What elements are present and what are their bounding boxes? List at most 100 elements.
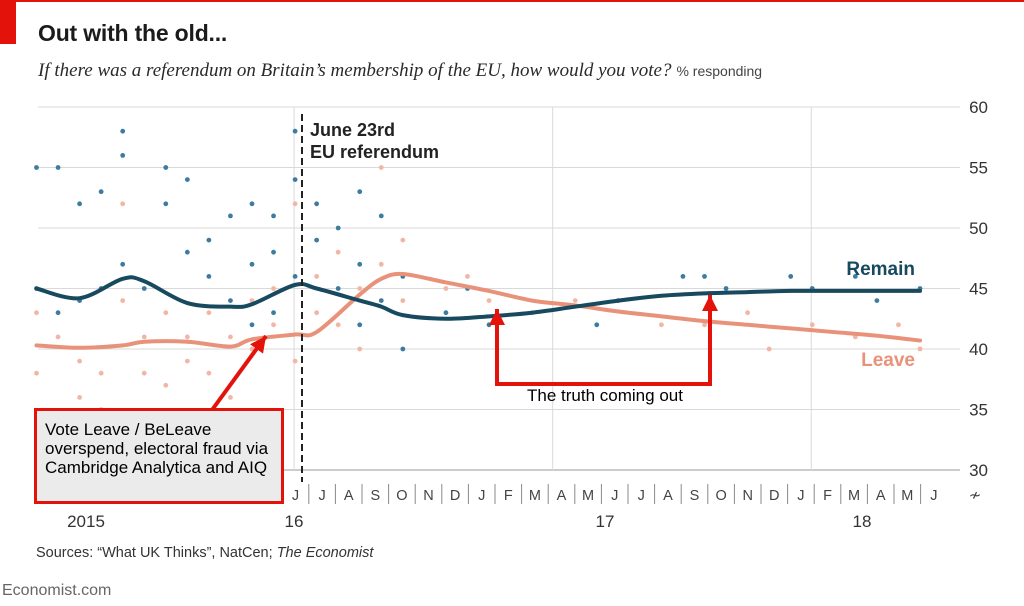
y-tick-label: 40 (969, 340, 988, 359)
remain-poll-dot (34, 165, 39, 170)
remain-poll-dot (206, 274, 212, 279)
leave-poll-dot (184, 334, 190, 340)
leave-poll-dot (357, 286, 363, 291)
x-year-label: 18 (853, 512, 872, 531)
x-month-tick: J (797, 488, 804, 504)
leave-poll-dot (163, 382, 169, 388)
leave-poll-dot (809, 322, 815, 328)
leave-poll-dot (917, 346, 923, 352)
x-month-tick: N (742, 488, 752, 504)
leave-poll-dot (184, 358, 190, 364)
leave-poll-dot (77, 358, 82, 364)
brand-corner-tag (0, 0, 16, 44)
leave-series-label: Leave (861, 350, 915, 371)
leave-trend-line (34, 271, 922, 350)
x-month-tick: A (663, 488, 673, 504)
leave-poll-dot (271, 286, 276, 291)
remain-poll-dot (55, 310, 61, 316)
truth-annotation-label: The truth coming out (527, 386, 683, 405)
x-month-tick: J (930, 488, 937, 504)
y-tick-label: 45 (969, 280, 988, 299)
leave-poll-dot (55, 334, 61, 340)
leave-poll-dot (120, 298, 126, 303)
leave-poll-dot (400, 298, 406, 303)
leave-poll-dot (141, 370, 147, 376)
x-month-tick: F (504, 488, 513, 504)
leave-poll-dot (572, 298, 578, 303)
x-year-label: 16 (285, 512, 304, 531)
top-rule (0, 0, 1024, 2)
x-month-tick: J (318, 488, 325, 504)
remain-poll-dot (680, 274, 686, 279)
remain-poll-dot (141, 286, 147, 291)
remain-poll-dot (98, 189, 104, 195)
sources-italic: The Economist (276, 545, 374, 561)
remain-poll-dot (335, 286, 341, 291)
x-month-tick: A (344, 488, 354, 504)
x-month-tick: S (370, 488, 380, 504)
leave-poll-dot (659, 322, 664, 328)
leave-poll-dot (357, 346, 363, 352)
remain-poll-dot (443, 310, 449, 316)
remain-poll-dot (378, 213, 384, 219)
x-month-tick: M (529, 488, 541, 504)
remain-poll-dot (184, 249, 190, 255)
leave-poll-dot (702, 322, 707, 328)
leave-poll-dot (335, 249, 341, 255)
truth-arrow-right-head (702, 295, 718, 311)
leave-poll-dot (206, 310, 212, 316)
remain-poll-dot (271, 310, 276, 316)
remain-poll-dot (314, 237, 320, 243)
remain-poll-dot (874, 298, 880, 303)
fraud-arrow-head (250, 336, 266, 354)
remain-poll-dot (292, 274, 298, 279)
sources-text: Sources: “What UK Thinks”, NatCen; (36, 545, 277, 561)
remain-poll-dot (55, 165, 61, 170)
fraud-annotation-box: Vote Leave / BeLeave overspend, electora… (34, 408, 284, 504)
x-month-tick: O (396, 488, 407, 504)
x-month-tick: J (478, 488, 485, 504)
site-credit: Economist.com (2, 582, 112, 599)
remain-poll-dot (249, 201, 255, 207)
y-tick-label: 30 (969, 461, 988, 480)
leave-poll-dot (335, 322, 341, 328)
leave-poll-dot (34, 310, 39, 316)
leave-poll-dot (400, 237, 406, 243)
remain-poll-dot (249, 322, 255, 328)
leave-poll-dot (77, 395, 82, 400)
remain-poll-dot (77, 201, 82, 207)
chart-title: Out with the old... (38, 20, 228, 46)
leave-poll-dot (378, 165, 384, 170)
remain-poll-dot (206, 237, 212, 243)
remain-poll-dot (723, 286, 729, 291)
leave-poll-dot (120, 201, 126, 207)
sources-note: Sources: “What UK Thinks”, NatCen; The E… (36, 545, 373, 561)
leave-poll-dot (486, 298, 492, 303)
remain-poll-dot (271, 213, 276, 219)
chart-subtitle: If there was a referendum on Britain’s m… (38, 60, 762, 82)
x-month-tick: O (715, 488, 726, 504)
remain-poll-dot (120, 128, 126, 134)
remain-poll-dot (852, 274, 858, 279)
leave-poll-dot (292, 201, 298, 207)
x-month-tick: F (823, 488, 832, 504)
leave-poll-dot (34, 370, 39, 376)
x-month-tick: S (690, 488, 700, 504)
remain-poll-dot (357, 322, 363, 328)
x-month-tick: D (769, 488, 779, 504)
leave-poll-dot (896, 322, 901, 328)
x-month-tick: M (582, 488, 594, 504)
leave-poll-dot (206, 370, 212, 376)
referendum-label-name: EU referendum (310, 142, 439, 162)
leave-poll-dot (314, 310, 320, 316)
leave-poll-dot (766, 346, 772, 352)
remain-poll-dot (292, 128, 298, 134)
y-tick-label: 55 (969, 159, 988, 178)
remain-poll-dot (702, 274, 707, 279)
x-month-tick: J (292, 488, 299, 504)
remain-poll-dot (184, 177, 190, 183)
referendum-label-date: June 23rd (310, 120, 395, 140)
leave-poll-dot (271, 322, 276, 328)
leave-poll-dot (745, 310, 751, 316)
